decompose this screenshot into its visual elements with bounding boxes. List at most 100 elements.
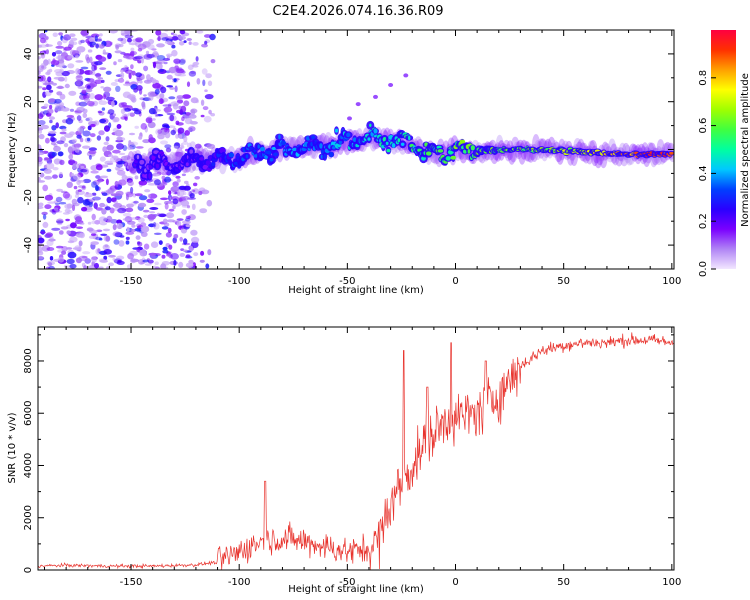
- noise-blob: [110, 193, 119, 197]
- noise-blob: [59, 201, 67, 205]
- noise-blob: [170, 129, 176, 136]
- noise-blob: [101, 192, 108, 196]
- noise-blob: [38, 56, 41, 60]
- noise-blob: [49, 235, 54, 242]
- ridge-core: [391, 142, 396, 148]
- ridge-core: [236, 155, 240, 160]
- noise-blob: [133, 55, 143, 60]
- noise-blob: [196, 78, 201, 85]
- noise-blob: [163, 176, 172, 183]
- ridge-core: [373, 128, 378, 134]
- noise-blob: [108, 254, 116, 258]
- noise-blob: [52, 167, 59, 171]
- noise-blob: [41, 75, 46, 82]
- noise-blob: [101, 208, 107, 215]
- noise-blob: [38, 177, 41, 181]
- noise-blob: [136, 77, 140, 84]
- noise-blob: [53, 207, 59, 211]
- noise-blob: [47, 58, 51, 65]
- noise-blob: [86, 92, 91, 99]
- noise-blob: [172, 184, 180, 190]
- noise-blob: [144, 189, 151, 193]
- noise-blob: [57, 41, 63, 46]
- noise-blob: [89, 56, 93, 64]
- noise-blob: [157, 129, 162, 134]
- noise-blob: [171, 49, 178, 57]
- noise-blob: [161, 261, 170, 266]
- noise-blob: [38, 180, 46, 183]
- noise-blob: [112, 149, 121, 154]
- noise-blob: [146, 53, 155, 59]
- noise-blob: [38, 44, 43, 48]
- snr-xlabel: Height of straight line (km): [288, 584, 424, 595]
- noise-blob: [118, 225, 122, 229]
- noise-blob: [106, 215, 113, 223]
- noise-blob: [96, 135, 102, 141]
- noise-blob: [82, 145, 91, 149]
- ridge-core: [386, 148, 391, 153]
- noise-blob: [133, 200, 139, 204]
- noise-blob: [89, 69, 96, 76]
- noise-blob: [207, 249, 212, 256]
- noise-blob: [45, 162, 55, 170]
- noise-blob: [47, 76, 52, 83]
- noise-blob: [50, 60, 60, 66]
- ridge-core: [397, 138, 401, 143]
- noise-blob: [179, 236, 183, 242]
- noise-blob: [64, 76, 68, 82]
- noise-blob: [52, 174, 58, 179]
- noise-blob: [174, 191, 178, 195]
- noise-blob: [101, 79, 105, 83]
- noise-blob: [210, 113, 215, 117]
- noise-blob: [105, 70, 112, 75]
- noise-blob: [108, 122, 112, 129]
- noise-blob: [178, 185, 187, 190]
- noise-blob: [57, 151, 64, 157]
- noise-blob: [113, 61, 117, 66]
- noise-blob: [164, 128, 168, 133]
- noise-blob: [80, 165, 85, 169]
- noise-blob: [66, 230, 71, 235]
- noise-blob: [41, 211, 48, 216]
- noise-blob: [118, 179, 127, 186]
- ridge-core: [245, 154, 249, 159]
- noise-blob: [134, 125, 139, 129]
- spectrogram-ylabel: Frequency (Hz): [7, 112, 18, 188]
- y-tick-label: 2000: [23, 505, 34, 530]
- ridge-core: [148, 173, 151, 179]
- noise-blob: [115, 44, 120, 50]
- y-tick-label: 20: [23, 95, 34, 108]
- noise-blob: [159, 93, 165, 99]
- noise-blob: [94, 262, 99, 269]
- noise-blob: [108, 262, 114, 267]
- noise-blob: [106, 168, 112, 172]
- noise-blob: [79, 232, 85, 239]
- noise-blob: [165, 232, 172, 238]
- noise-blob: [77, 86, 86, 89]
- noise-blob: [120, 116, 127, 120]
- noise-blob: [59, 93, 66, 100]
- noise-blob: [164, 144, 172, 149]
- y-tick-label: 8000: [23, 348, 34, 373]
- noise-blob: [56, 188, 63, 192]
- ridge-halo: [594, 151, 603, 169]
- noise-blob: [66, 247, 73, 250]
- noise-blob: [148, 115, 153, 119]
- noise-blob: [75, 74, 84, 81]
- noise-blob: [40, 37, 46, 44]
- noise-blob: [117, 59, 123, 63]
- noise-blob: [120, 37, 127, 45]
- ridge-core: [228, 152, 235, 158]
- noise-blob: [200, 99, 205, 106]
- noise-blob: [159, 32, 168, 39]
- noise-blob: [104, 206, 111, 211]
- noise-blob: [109, 207, 115, 214]
- noise-blob: [192, 188, 199, 194]
- noise-blob: [68, 154, 74, 160]
- noise-blob: [200, 189, 210, 195]
- noise-blob: [95, 185, 99, 192]
- noise-blob: [38, 151, 45, 156]
- noise-blob: [43, 168, 52, 174]
- detached-blob: [373, 94, 378, 99]
- noise-blob: [67, 251, 77, 259]
